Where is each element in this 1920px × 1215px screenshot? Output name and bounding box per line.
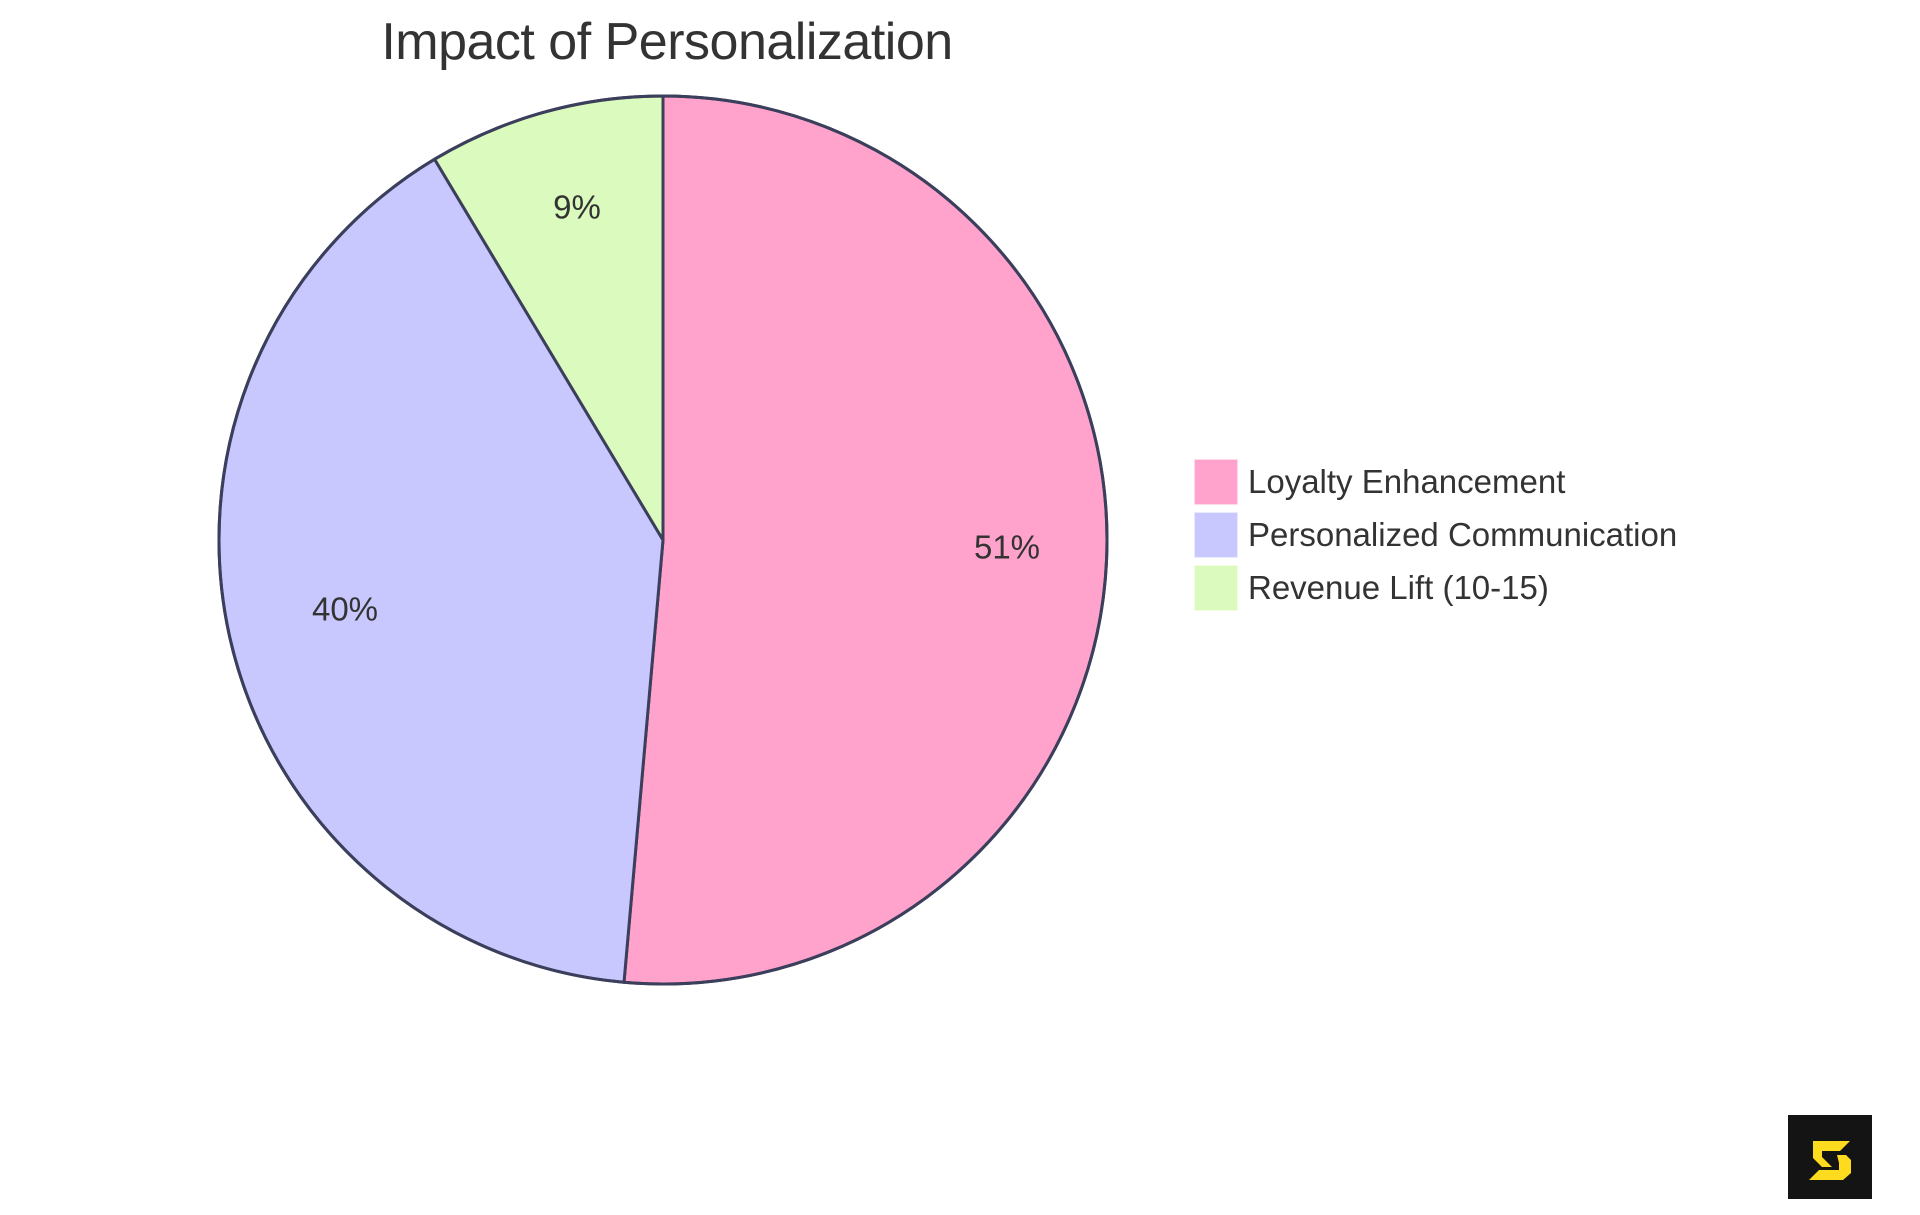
brand-logo: [1788, 1115, 1872, 1199]
pie-labels: 51% 40% 9%: [312, 189, 1040, 628]
legend-swatch: [1194, 512, 1238, 558]
legend-item-personalized-communication: Personalized Communication: [1194, 512, 1677, 558]
s-logo-icon: [1809, 1141, 1851, 1180]
legend: Loyalty Enhancement Personalized Communi…: [1194, 459, 1677, 618]
slice-percent-label: 51%: [974, 529, 1040, 566]
legend-swatch: [1194, 565, 1238, 611]
pie-slices: [217, 94, 1109, 986]
slice-percent-label: 40%: [312, 591, 378, 628]
chart-title: Impact of Personalization: [381, 13, 953, 71]
legend-label: Revenue Lift (10-15): [1248, 569, 1549, 606]
legend-label: Personalized Communication: [1248, 516, 1678, 553]
legend-item-loyalty-enhancement: Loyalty Enhancement: [1194, 459, 1677, 505]
pie-outline: [217, 94, 1109, 986]
legend-label: Loyalty Enhancement: [1248, 463, 1566, 500]
slice-percent-label: 9%: [553, 189, 601, 226]
legend-item-revenue-lift: Revenue Lift (10-15): [1194, 565, 1677, 611]
legend-swatch: [1194, 459, 1238, 505]
